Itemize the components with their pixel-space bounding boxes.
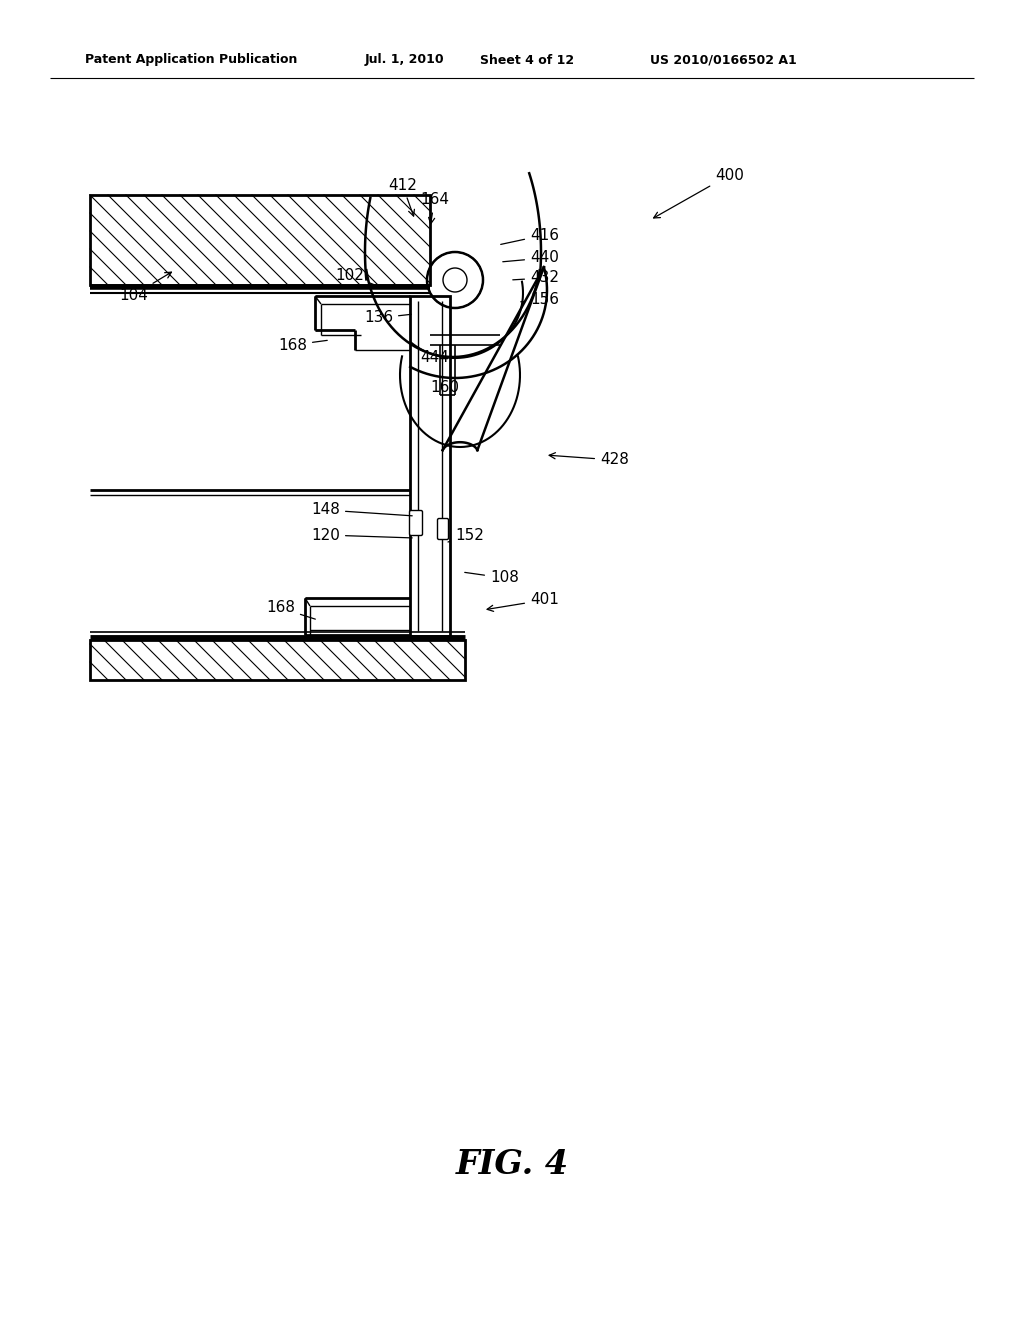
- Text: FIG. 4: FIG. 4: [456, 1148, 568, 1181]
- FancyBboxPatch shape: [410, 511, 423, 536]
- Text: Jul. 1, 2010: Jul. 1, 2010: [365, 54, 444, 66]
- Text: 444: 444: [420, 351, 449, 366]
- Text: 104: 104: [119, 272, 171, 302]
- Text: 136: 136: [364, 310, 412, 326]
- Text: Sheet 4 of 12: Sheet 4 of 12: [480, 54, 574, 66]
- Bar: [410, 296, 450, 636]
- Text: US 2010/0166502 A1: US 2010/0166502 A1: [650, 54, 797, 66]
- Text: 156: 156: [521, 293, 559, 308]
- Text: 148: 148: [311, 503, 413, 517]
- Text: 400: 400: [653, 168, 743, 218]
- Text: 102: 102: [335, 268, 378, 286]
- Text: 168: 168: [266, 601, 315, 619]
- Text: 108: 108: [465, 570, 519, 586]
- Text: 401: 401: [487, 593, 559, 611]
- Text: Patent Application Publication: Patent Application Publication: [85, 54, 297, 66]
- Text: 416: 416: [501, 227, 559, 244]
- Text: 432: 432: [513, 271, 559, 285]
- Text: 164: 164: [420, 193, 449, 224]
- Text: 168: 168: [278, 338, 328, 352]
- Text: 412: 412: [388, 177, 417, 216]
- Bar: [90, 195, 430, 285]
- Text: 428: 428: [549, 453, 629, 467]
- Text: 160: 160: [430, 380, 459, 396]
- Text: 440: 440: [503, 251, 559, 265]
- Bar: [90, 640, 465, 680]
- FancyBboxPatch shape: [437, 519, 449, 540]
- Text: 120: 120: [311, 528, 413, 543]
- Text: 152: 152: [449, 528, 484, 543]
